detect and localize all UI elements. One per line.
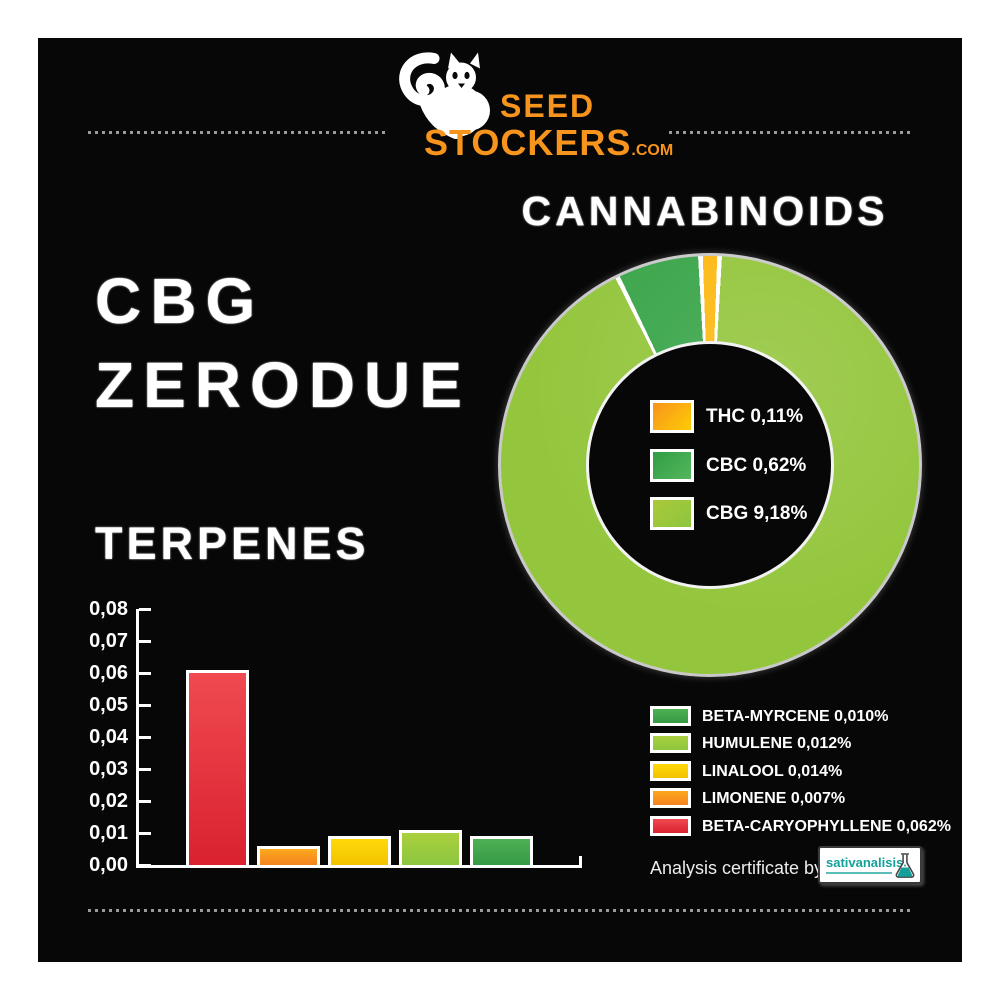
y-axis-tick: [139, 832, 151, 835]
strain-title-line1: CBG: [95, 265, 265, 337]
lab-logo: sativanalisis: [818, 846, 922, 884]
y-axis-tick: [139, 800, 151, 803]
y-axis-tick-label: 0,04: [89, 726, 128, 748]
linalool-swatch: [650, 761, 691, 781]
y-axis-tick-label: 0,01: [89, 822, 128, 844]
y-axis-tick-label: 0,02: [89, 790, 128, 812]
cbc-legend-label: CBC 0,62%: [706, 455, 807, 476]
y-axis-tick: [139, 672, 151, 675]
bar-limonene: [257, 846, 320, 868]
cannabinoids-title: CANNABINOIDS: [521, 188, 889, 234]
infographic-poster: SEED STOCKERS.COM CANNABINOIDS CBG ZEROD…: [38, 38, 962, 962]
y-axis-tick-label: 0,05: [89, 694, 128, 716]
cbg-legend-label: CBG 9,18%: [706, 503, 808, 524]
cbg-swatch: [650, 497, 694, 530]
brand-stockers-text: STOCKERS.COM: [424, 122, 673, 164]
y-axis-tick: [139, 704, 151, 707]
beta-caryophyllene-swatch: [650, 816, 691, 836]
linalool-legend-label: LINALOOL 0,014%: [702, 763, 843, 780]
flask-icon: [895, 853, 915, 878]
brand-tld-text: .COM: [631, 142, 674, 159]
terpenes-title: TERPENES: [95, 518, 370, 569]
y-axis-tick: [139, 768, 151, 771]
bar-humulene: [399, 830, 462, 868]
beta-myrcene-legend-label: BETA-MYRCENE 0,010%: [702, 708, 889, 725]
bottom-divider: [88, 909, 912, 912]
donut-hole: [586, 341, 834, 589]
y-axis-tick: [139, 640, 151, 643]
y-axis-tick-label: 0,07: [89, 630, 128, 652]
y-axis-tick-label: 0,00: [89, 854, 128, 876]
bar-beta-caryophyllene: [186, 670, 249, 868]
lab-logo-underline: [826, 872, 892, 874]
bar-linalool: [328, 836, 391, 868]
humulene-legend-label: HUMULENE 0,012%: [702, 735, 852, 752]
brand-logo: SEED STOCKERS.COM: [388, 48, 673, 166]
thc-legend-label: THC 0,11%: [706, 406, 804, 427]
squirrel-icon: [399, 52, 490, 139]
lab-name-text: sativanalisis: [826, 855, 904, 870]
brand-seed-text: SEED: [500, 88, 596, 124]
x-axis-end-tick: [579, 856, 582, 865]
limonene-swatch: [650, 788, 691, 808]
beta-caryophyllene-legend-label: BETA-CARYOPHYLLENE 0,062%: [702, 818, 951, 835]
humulene-swatch: [650, 733, 691, 753]
y-axis-tick-label: 0,03: [89, 758, 128, 780]
y-axis-tick: [139, 864, 151, 867]
cbc-swatch: [650, 449, 694, 482]
beta-myrcene-swatch: [650, 706, 691, 726]
y-axis-tick-label: 0,06: [89, 662, 128, 684]
y-axis-tick: [139, 736, 151, 739]
y-axis-line: [136, 609, 139, 868]
y-axis-tick-label: 0,08: [89, 598, 128, 620]
certificate-by-label: Analysis certificate by:: [650, 858, 829, 878]
bar-beta-myrcene: [470, 836, 533, 868]
strain-title-line2: ZERODUE: [95, 349, 471, 421]
y-axis-tick: [139, 608, 151, 611]
limonene-legend-label: LIMONENE 0,007%: [702, 790, 846, 807]
thc-swatch: [650, 400, 694, 433]
brand-stockers-word: STOCKERS: [424, 122, 632, 163]
